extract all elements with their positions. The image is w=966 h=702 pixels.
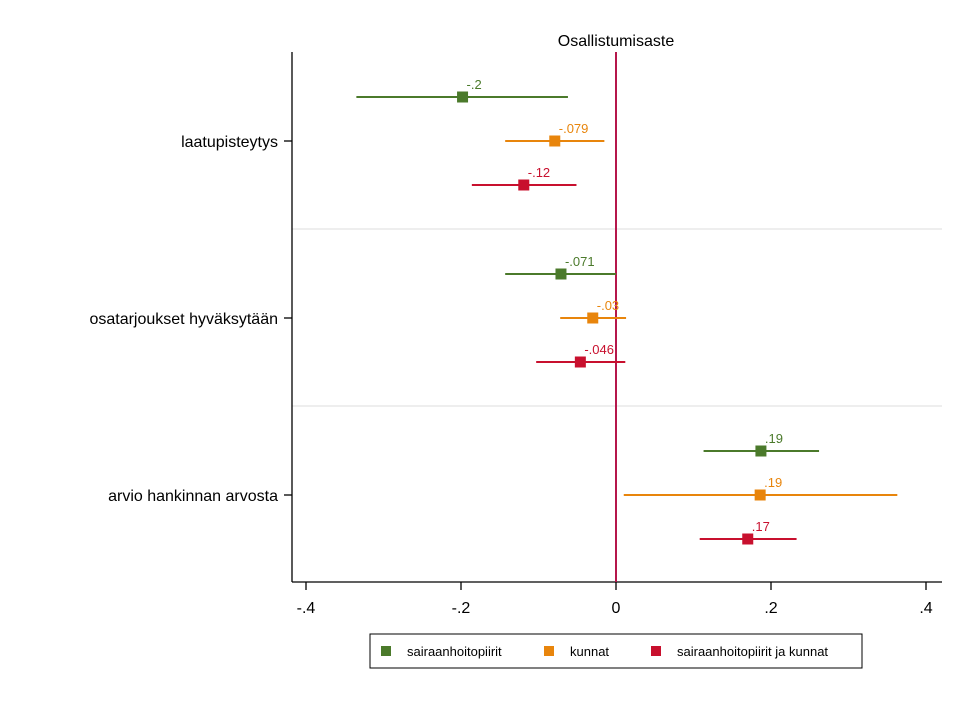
legend-entry-label: sairaanhoitopiirit ja kunnat <box>677 644 828 659</box>
legend-entry-label: sairaanhoitopiirit <box>407 644 502 659</box>
estimate-label: -.071 <box>565 254 595 269</box>
category-label: arvio hankinnan arvosta <box>108 488 278 505</box>
point-estimate-marker <box>754 489 766 501</box>
legend-entry-label: kunnat <box>570 644 609 659</box>
point-estimate-marker <box>574 356 586 368</box>
point-estimate-marker <box>742 533 754 545</box>
point-estimate-marker <box>587 312 599 324</box>
legend-swatch <box>651 646 661 656</box>
point-estimate-marker <box>457 91 469 103</box>
category-label: osatarjoukset hyväksytään <box>89 311 278 328</box>
x-tick-label: 0 <box>612 600 621 617</box>
estimate-label: .17 <box>752 519 770 534</box>
x-tick-label: .4 <box>919 600 932 617</box>
legend-box <box>369 633 863 669</box>
legend-swatch <box>381 646 391 656</box>
point-estimate-marker <box>755 445 767 457</box>
estimate-label: .19 <box>765 431 783 446</box>
category-label: laatupisteytys <box>181 134 278 151</box>
legend-swatch <box>544 646 554 656</box>
chart-title: Osallistumisaste <box>558 33 675 50</box>
estimate-label: -.079 <box>559 121 589 136</box>
point-estimate-marker <box>555 268 567 280</box>
estimate-label: -.12 <box>528 165 550 180</box>
point-estimate-marker <box>549 135 561 147</box>
estimate-label: -.046 <box>584 342 614 357</box>
x-tick-label: -.2 <box>452 600 471 617</box>
estimate-label: .19 <box>764 475 782 490</box>
x-tick-label: .2 <box>764 600 777 617</box>
x-tick-label: -.4 <box>297 600 316 617</box>
point-estimate-marker <box>518 179 530 191</box>
estimate-label: -.03 <box>597 298 619 313</box>
estimate-label: -.2 <box>467 77 482 92</box>
